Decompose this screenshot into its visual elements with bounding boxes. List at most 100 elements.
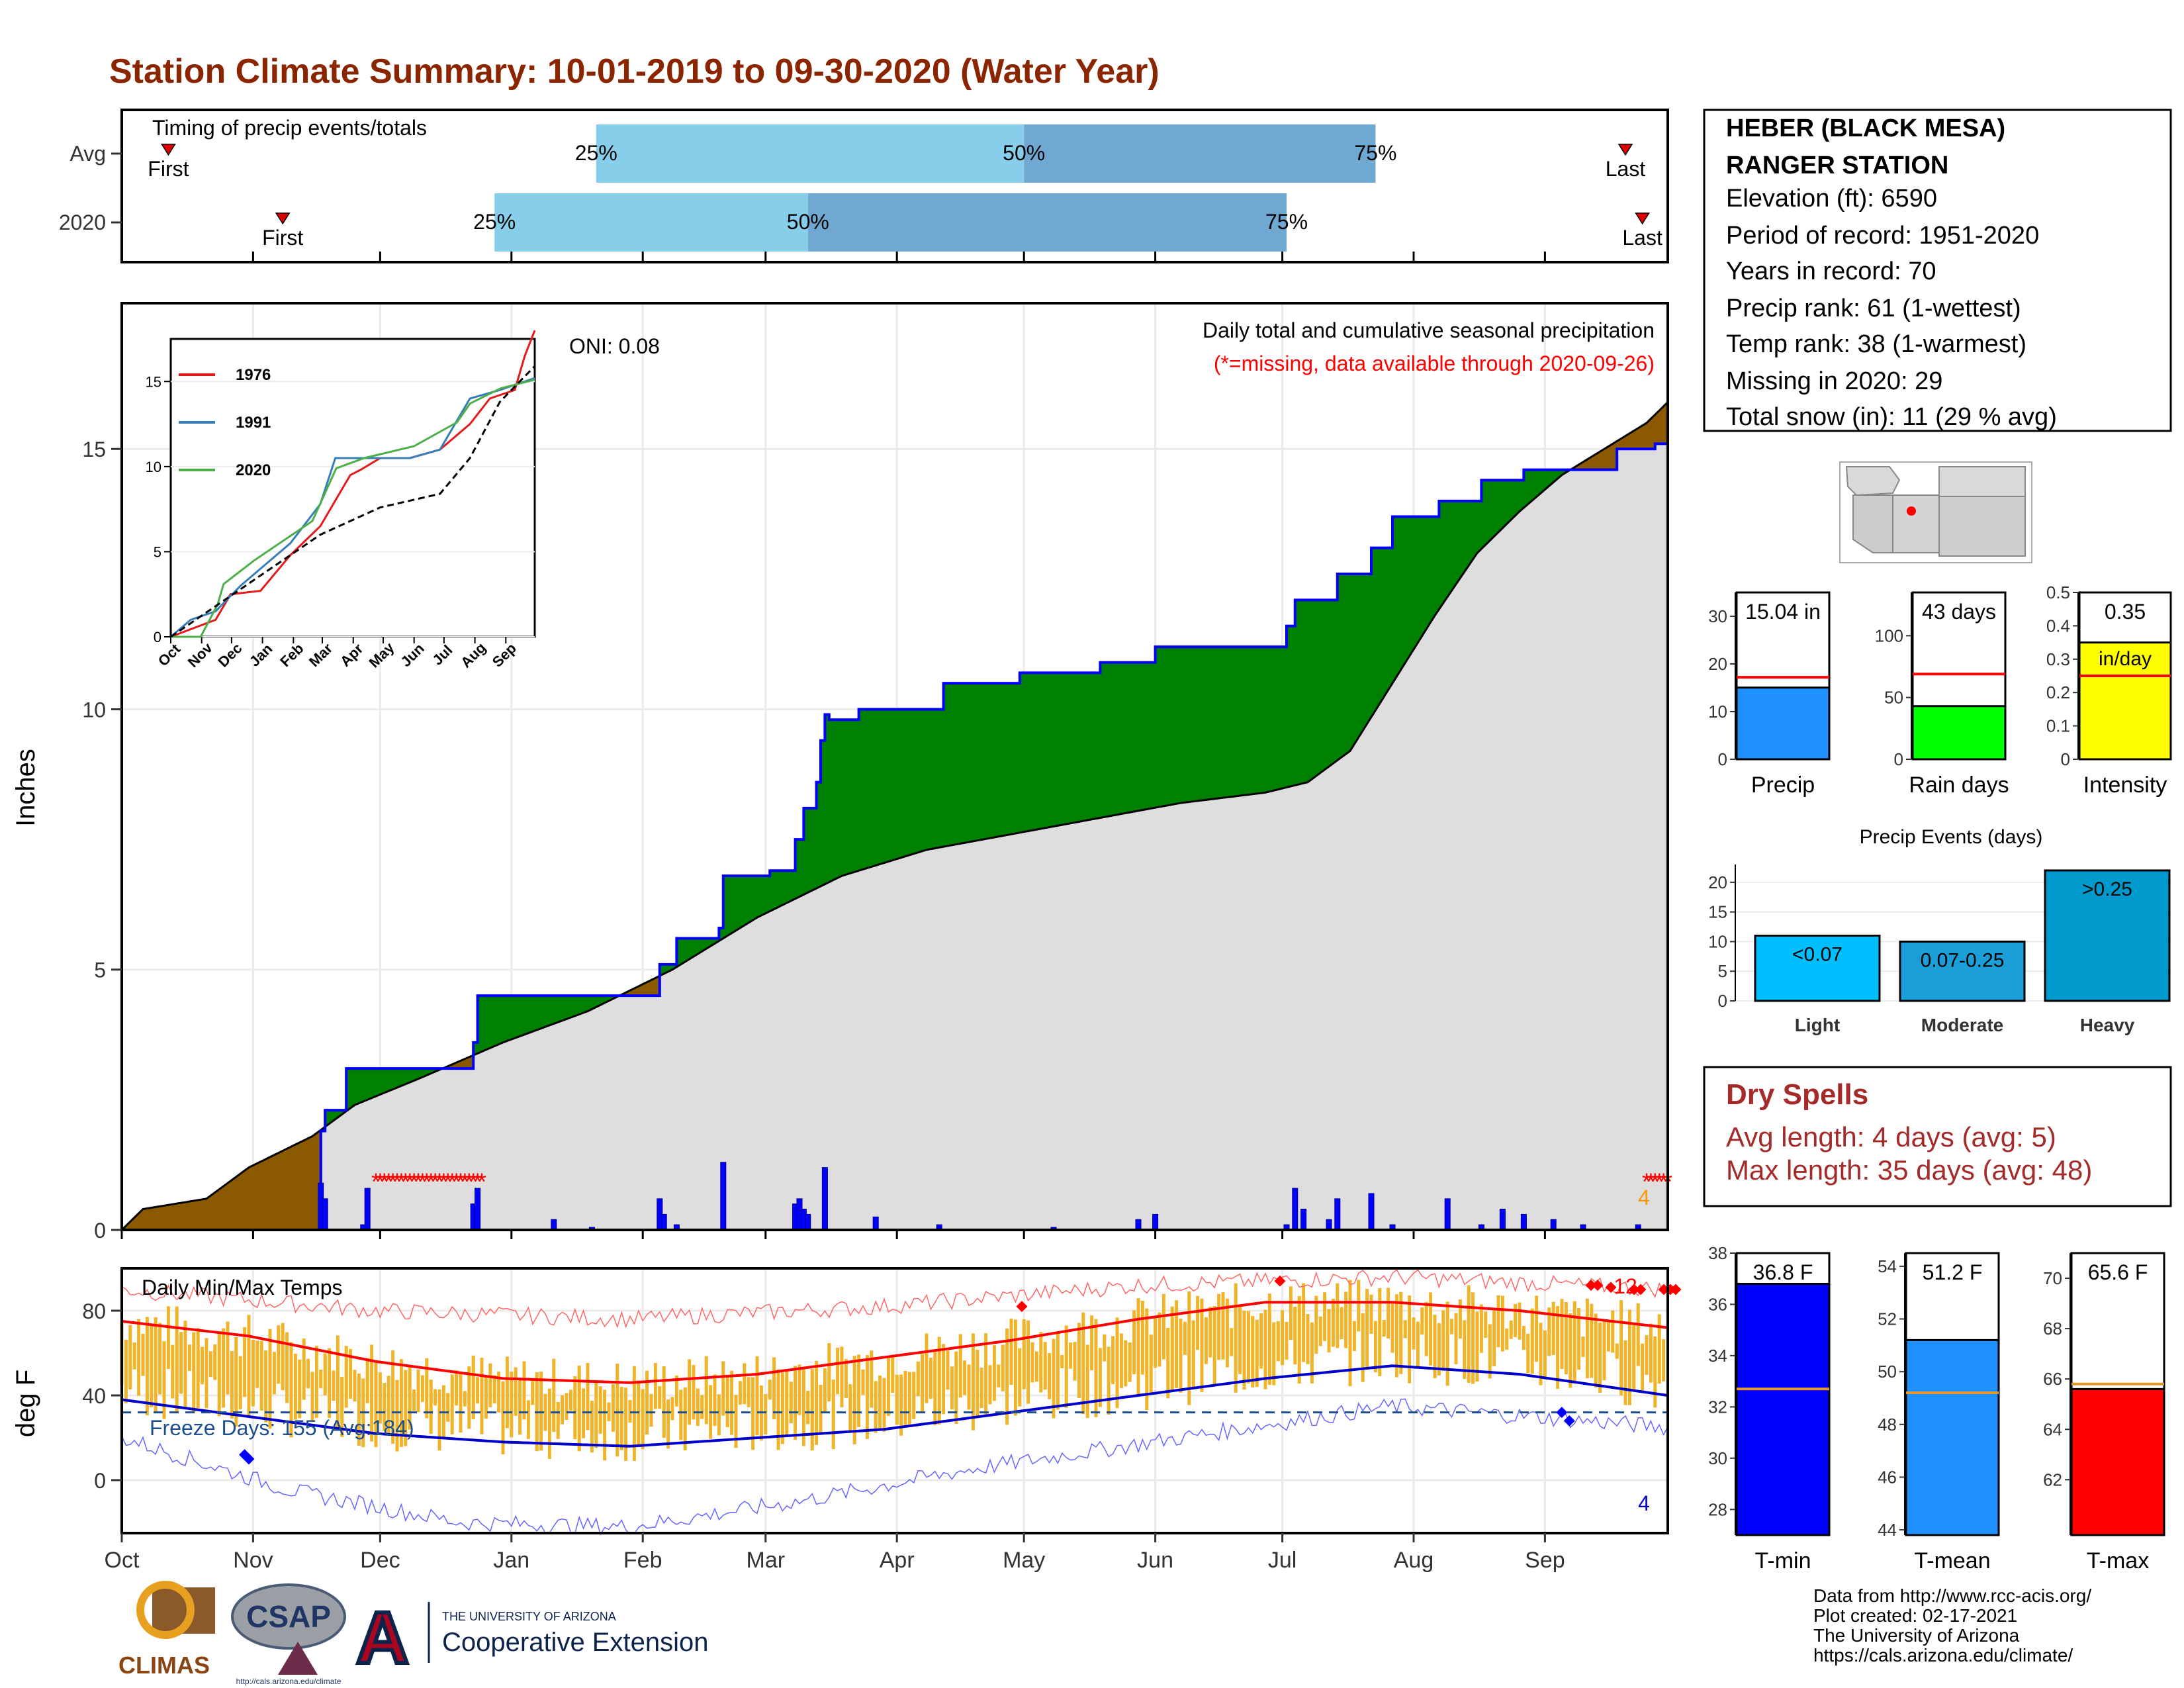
above-average-fill xyxy=(778,870,783,908)
month-label: Jan xyxy=(493,1548,529,1573)
daily-temp-bar xyxy=(827,1343,831,1401)
daily-temp-bar xyxy=(1361,1313,1365,1382)
daily-temp-bar xyxy=(1636,1303,1640,1366)
above-average-fill xyxy=(684,938,690,962)
above-average-fill xyxy=(549,995,555,1026)
daily-temp-bar xyxy=(907,1372,911,1425)
above-average-fill xyxy=(1002,682,1008,837)
first-label: First xyxy=(148,157,189,181)
missing-day-marker: * xyxy=(1659,1168,1668,1195)
summary-bar-label: 43 days xyxy=(1922,600,1996,624)
inset-series-line xyxy=(170,377,535,638)
daily-temp-bar xyxy=(1094,1319,1098,1417)
below-average-fill xyxy=(214,1188,220,1231)
arizona-outline xyxy=(1852,494,1893,553)
month-axis: Oct Nov Dec Jan Feb Mar Apr May Jun Jul Aug Sep xyxy=(105,1533,1565,1573)
daily-temp-bar xyxy=(1585,1298,1589,1379)
daily-temp-bar xyxy=(1412,1317,1416,1350)
timing-pct-50: 50% xyxy=(1003,141,1045,165)
above-average-fill xyxy=(1113,662,1118,816)
daily-temp-bar xyxy=(929,1358,933,1399)
summary-bar-label: 0.35 xyxy=(2105,600,2146,624)
daily-temp-bar xyxy=(1217,1293,1221,1360)
daily-temp-bar xyxy=(1471,1292,1475,1384)
above-average-fill xyxy=(379,1068,385,1096)
daily-temp-bar xyxy=(954,1351,958,1424)
above-average-fill xyxy=(1171,646,1177,806)
daily-temp-bar xyxy=(522,1361,526,1420)
daily-temp-bar xyxy=(1357,1280,1361,1332)
above-average-fill xyxy=(956,682,961,845)
missing-day-marker: * xyxy=(477,1168,486,1195)
csap-logo[interactable]: CSAP http://cals.arizona.edu/climate xyxy=(231,1583,346,1686)
daily-temp-bar xyxy=(1281,1310,1285,1366)
daily-temp-bar xyxy=(1475,1311,1479,1382)
daily-temp-bar xyxy=(1509,1320,1513,1339)
daily-temp-bar xyxy=(446,1393,450,1422)
above-average-fill xyxy=(1307,599,1312,783)
daily-temp-bar xyxy=(1348,1280,1352,1387)
summary-bar-value xyxy=(1735,1282,1831,1536)
above-average-fill xyxy=(553,995,559,1025)
daily-temp-bar xyxy=(1560,1299,1564,1370)
summary-bar-tick-label: 0 xyxy=(1718,749,1727,769)
missing-day-marker: * xyxy=(418,1168,427,1195)
daily-temp-bar xyxy=(1467,1285,1471,1383)
daily-temp-bar xyxy=(725,1375,729,1428)
summary-bar-tick-label: 0.3 xyxy=(2046,649,2070,669)
month-label: Dec xyxy=(360,1548,400,1573)
below-average-fill xyxy=(218,1185,224,1231)
above-average-fill xyxy=(1078,672,1084,822)
daily-temp-bar xyxy=(1611,1310,1615,1353)
record-high-marker xyxy=(1274,1275,1286,1287)
daily-temp-bar xyxy=(857,1354,861,1427)
daily-temp-bar xyxy=(1166,1327,1170,1399)
daily-temp-bar xyxy=(1623,1340,1627,1405)
above-average-fill xyxy=(790,870,796,902)
daily-temp-bar xyxy=(357,1374,361,1446)
daily-temp-bar xyxy=(1132,1310,1136,1375)
daily-temp-bar xyxy=(353,1370,357,1402)
daily-temp-bar xyxy=(1530,1308,1534,1374)
above-average-fill xyxy=(960,682,966,845)
timing-pct-75: 75% xyxy=(1265,210,1308,234)
above-average-fill xyxy=(1116,662,1122,816)
below-average-fill xyxy=(189,1200,195,1231)
above-average-fill xyxy=(964,682,970,843)
climas-logo[interactable]: CLIMAS xyxy=(118,1581,215,1679)
above-average-fill xyxy=(1159,646,1164,808)
above-average-fill xyxy=(1015,682,1021,834)
record-high-marker xyxy=(1628,1284,1640,1295)
station-snow: Total snow (in): 11 (29 % avg) xyxy=(1726,403,2057,431)
above-average-fill xyxy=(1282,646,1287,789)
daily-temp-bar xyxy=(310,1372,314,1422)
above-average-fill xyxy=(1430,516,1435,624)
above-average-fill xyxy=(1417,516,1423,644)
daily-temp-bar xyxy=(641,1389,645,1450)
inset-frame xyxy=(169,338,536,638)
daily-temp-bar xyxy=(1001,1344,1005,1391)
daily-temp-bar xyxy=(420,1375,424,1402)
inset-y-label: 0 xyxy=(154,629,161,645)
above-average-fill xyxy=(570,995,576,1018)
daily-temp-bar xyxy=(328,1348,332,1419)
below-average-fill xyxy=(240,1170,246,1231)
below-average-fill xyxy=(210,1192,216,1231)
month-label: Aug xyxy=(1394,1548,1434,1573)
above-average-fill xyxy=(1184,646,1190,803)
summary-bar-tick-label: 68 xyxy=(2043,1319,2062,1338)
above-average-fill xyxy=(748,875,754,923)
above-average-fill xyxy=(371,1068,377,1099)
missing-day-marker: * xyxy=(405,1168,414,1195)
above-average-fill xyxy=(862,708,868,870)
daily-temp-bar xyxy=(607,1402,611,1421)
station-precip-rank: Precip rank: 61 (1-wettest) xyxy=(1726,295,2021,322)
daily-temp-bar xyxy=(1458,1299,1462,1339)
month-label: Apr xyxy=(880,1548,915,1573)
month-label: Sep xyxy=(1525,1548,1565,1573)
record-high-count: 12 xyxy=(1614,1274,1637,1298)
daily-temp-bar xyxy=(1399,1291,1403,1374)
ua-logo[interactable]: A THE UNIVERSITY OF ARIZONA Cooperative … xyxy=(354,1595,708,1681)
summary-bar-value xyxy=(1911,705,2007,761)
daily-temp-bar xyxy=(984,1333,988,1415)
